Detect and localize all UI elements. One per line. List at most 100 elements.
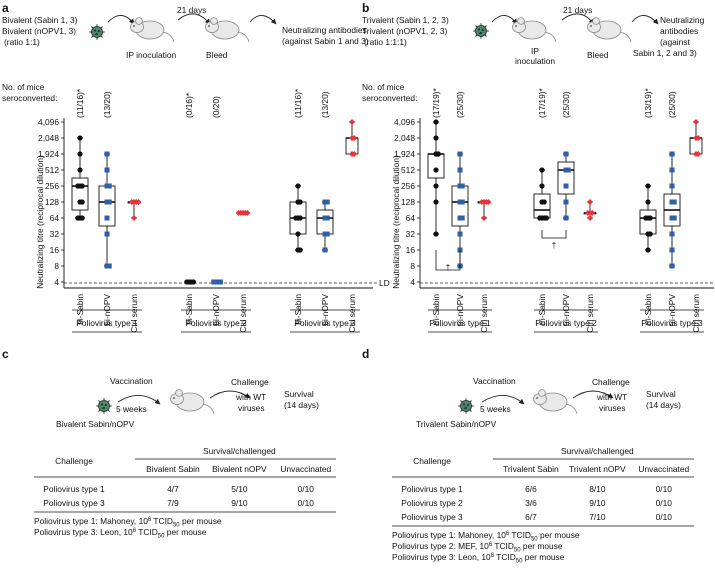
footnote-sup: 6: [506, 531, 510, 537]
panel-d-challenge-3: viruses: [599, 403, 626, 413]
y-tick-label: 4,096: [394, 117, 415, 127]
panel-b-vaccine-1: Trivalent (Sabin 1, 2, 3): [362, 15, 449, 25]
y-tick-label: 16: [406, 245, 416, 255]
data-point: [349, 119, 355, 125]
x-category-label: Ctrl serum: [238, 294, 248, 333]
table-footnote: Poliovirus type 1: Mahoney, 106 TCID50 p…: [34, 516, 222, 529]
data-point: [77, 167, 83, 173]
data-point: [543, 215, 550, 221]
data-point: [104, 231, 110, 237]
data-point: [293, 215, 299, 221]
significance-dagger: †: [552, 240, 557, 250]
panel-a-ylabel: Neutralizing titre (reciprocal dilution): [35, 155, 45, 289]
panel-c-weeks: 5 weeks: [116, 404, 147, 414]
table-cell: 0/10: [656, 484, 673, 494]
y-tick-label: 4,096: [38, 117, 59, 127]
data-point: [77, 151, 83, 157]
table-column-header: Trivalent nOPV: [569, 464, 626, 474]
table-header-challenge: Challenge: [413, 456, 451, 466]
data-point: [135, 199, 142, 205]
data-point: [104, 215, 110, 221]
data-point: [79, 215, 85, 221]
group-label: Poliovirus type 3: [294, 318, 356, 328]
x-category-label: bi-Sabin: [293, 294, 303, 325]
group-label: Poliovirus type 1: [76, 318, 138, 328]
data-point: [587, 215, 593, 221]
panel-a-outcome-1: Neutralizing antibodies: [282, 25, 367, 35]
footnote-sub: 50: [531, 537, 538, 543]
data-point: [190, 279, 196, 285]
x-category-label: tri-Sabin: [431, 294, 441, 326]
y-tick-label: 128: [401, 197, 415, 207]
table-cell: 9/10: [589, 498, 606, 508]
table-cell: 4/7: [167, 484, 179, 494]
y-tick-label: 256: [45, 181, 59, 191]
x-category-label: Ctrl serum: [691, 294, 701, 333]
data-point: [106, 263, 112, 269]
panel-d-label: d: [362, 347, 369, 361]
panel-b-inoculation-2: inoculation: [515, 56, 555, 66]
data-point: [184, 279, 190, 285]
data-point: [79, 199, 85, 205]
panel-c-challenge-3: viruses: [238, 403, 265, 413]
table-cell: 0/10: [656, 512, 673, 522]
table-cell: 7/10: [589, 512, 606, 522]
data-point: [671, 199, 677, 205]
data-point: [433, 135, 439, 141]
footnote-post: per mouse: [521, 541, 563, 551]
footnote-mid: TCID: [151, 516, 173, 526]
box: [71, 177, 89, 211]
footnote-post: per mouse: [180, 516, 222, 526]
panel-b-outcome-1: Neutralizing: [660, 15, 705, 25]
mouse-icon: [205, 17, 250, 43]
y-tick-label: 1,924: [394, 149, 415, 159]
panel-a-mice-label-1: No. of mice: [2, 82, 45, 92]
y-tick-label: 512: [45, 165, 59, 175]
data-point: [563, 215, 569, 221]
seroconversion-count: (13/20): [102, 91, 112, 118]
seroconversion-count: (13/19)*: [643, 87, 653, 118]
data-point: [669, 151, 675, 157]
data-point: [324, 215, 330, 221]
data-point: [297, 215, 303, 221]
table-row-challenge: Poliovirus type 3: [43, 498, 105, 508]
data-point: [128, 199, 135, 205]
table-row-challenge: Poliovirus type 2: [401, 498, 463, 508]
data-point: [457, 151, 463, 157]
data-point: [351, 135, 358, 141]
footnote-post: per mouse: [522, 552, 564, 562]
group-label: Poliovirus type 3: [641, 318, 703, 328]
table-cell: 0/10: [656, 498, 673, 508]
panel-a-label: a: [2, 1, 9, 15]
data-point: [478, 199, 485, 205]
data-point: [244, 209, 251, 216]
data-point: [584, 209, 591, 216]
data-point: [669, 263, 675, 269]
box: [316, 209, 334, 235]
virus-icon: [472, 22, 490, 40]
panel-c: c Bivalent Sabin/nOPV Vaccination 5 week…: [2, 347, 336, 540]
mouse-icon: [587, 17, 632, 43]
panel-a-vaccine-3: (ratio 1:1): [4, 37, 40, 47]
table-footnote: Poliovirus type 1: Mahoney, 106 TCID50 p…: [392, 530, 580, 543]
virus-icon: [88, 23, 106, 41]
panel-d-survival-1: Survival: [646, 389, 676, 399]
table-header-span: Survival/challenged: [203, 446, 276, 456]
panel-a-vaccine-1: Bivalent (Sabin 1, 3): [2, 15, 78, 25]
panel-b-outcome-4: Sabin 1, 2 and 3): [633, 48, 697, 58]
data-point: [541, 199, 547, 205]
data-point: [565, 167, 571, 173]
panel-a-inoculation: IP inoculation: [126, 50, 176, 60]
data-point: [643, 215, 649, 221]
footnote-sub: 50: [173, 523, 180, 529]
footnote-sup: 6: [133, 528, 137, 534]
significance-dagger: †: [446, 262, 451, 272]
panel-b-bleed: Bleed: [587, 50, 609, 60]
data-point: [75, 183, 81, 189]
data-point: [104, 151, 110, 157]
data-point: [645, 183, 651, 189]
panel-a: a Bivalent (Sabin 1, 3) Bivalent (nOPV1,…: [2, 1, 390, 333]
y-tick-label: 1,924: [38, 149, 59, 159]
